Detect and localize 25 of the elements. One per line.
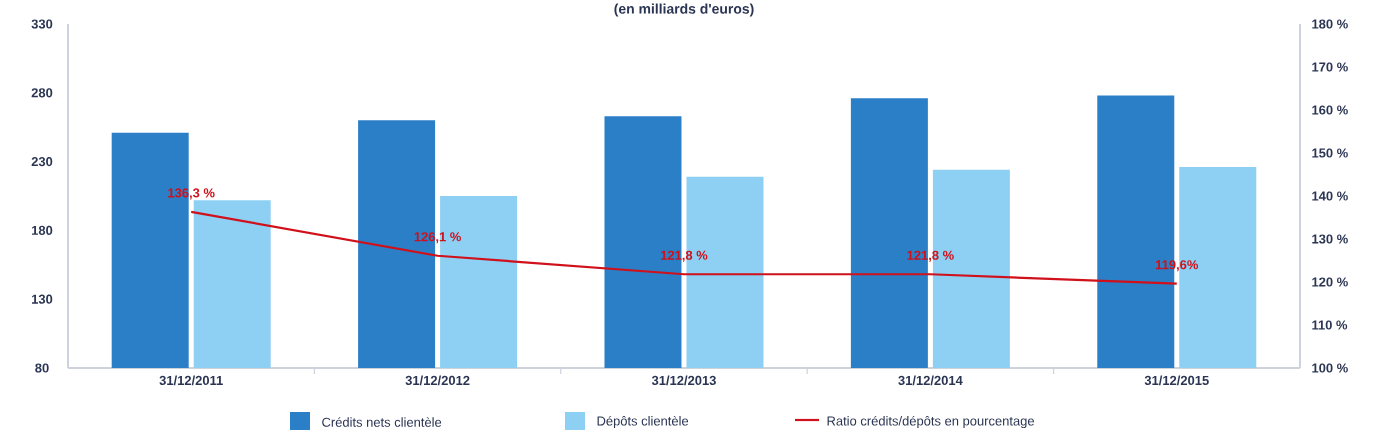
y2-tick-label: 150 % — [1312, 148, 1348, 158]
legend-label: Crédits nets clientèle — [322, 417, 442, 427]
y2-tick-label: 170 % — [1312, 62, 1348, 72]
legend-label: Dépôts clientèle — [597, 415, 689, 429]
x-tick-label: 31/12/2015 — [1144, 375, 1209, 386]
y2-tick-label: 160 % — [1312, 105, 1348, 115]
x-tick-label: 31/12/2014 — [898, 375, 963, 386]
y-tick-label: 330 — [31, 19, 53, 29]
y-tick-label: 80 — [35, 363, 49, 373]
x-tick-label: 31/12/2012 — [405, 375, 470, 386]
chart-title: (en milliards d'euros) — [614, 3, 754, 17]
y2-tick-label: 180 % — [1312, 19, 1348, 29]
y2-tick-label: 100 % — [1312, 363, 1348, 373]
legend-label: Ratio crédits/dépôts en pourcentage — [827, 415, 1034, 429]
y-tick-label: 230 — [31, 157, 53, 167]
x-tick-label: 31/12/2011 — [159, 375, 223, 386]
y-tick-label: 130 — [32, 294, 53, 304]
y-tick-label: 280 — [31, 88, 53, 98]
x-tick-label: 31/12/2013 — [651, 375, 716, 386]
y2-tick-label: 130 % — [1312, 234, 1348, 244]
y2-tick-label: 140 % — [1312, 191, 1348, 201]
y2-tick-label: 110 % — [1312, 320, 1348, 330]
y2-tick-label: 120 % — [1312, 277, 1348, 287]
data-label: 119,6% — [1155, 260, 1199, 272]
y-tick-label: 180 — [32, 225, 53, 235]
